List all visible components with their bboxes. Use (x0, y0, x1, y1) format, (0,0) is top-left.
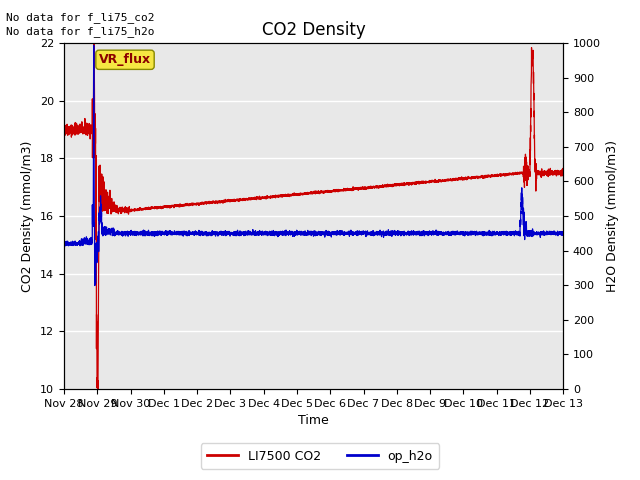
op_h2o (360, 230, 367, 236)
LI7500 CO2 (433, 180, 440, 185)
op_h2o (60, 241, 68, 247)
LI7500 CO2 (90, 40, 98, 46)
op_h2o (91, 283, 99, 288)
Title: CO2 Density: CO2 Density (262, 21, 365, 39)
op_h2o (471, 229, 479, 235)
Legend: LI7500 CO2, op_h2o: LI7500 CO2, op_h2o (201, 444, 439, 469)
LI7500 CO2 (360, 186, 367, 192)
LI7500 CO2 (94, 386, 102, 392)
LI7500 CO2 (559, 171, 567, 177)
op_h2o (385, 231, 393, 237)
op_h2o (559, 230, 567, 236)
LI7500 CO2 (471, 174, 479, 180)
X-axis label: Time: Time (298, 414, 329, 427)
Y-axis label: H2O Density (mmol/m3): H2O Density (mmol/m3) (607, 140, 620, 292)
LI7500 CO2 (251, 195, 259, 201)
LI7500 CO2 (60, 125, 68, 131)
op_h2o (90, 43, 97, 48)
LI7500 CO2 (385, 182, 393, 188)
op_h2o (433, 230, 440, 236)
Line: LI7500 CO2: LI7500 CO2 (64, 43, 563, 389)
LI7500 CO2 (151, 205, 159, 211)
Line: op_h2o: op_h2o (64, 46, 563, 286)
Text: No data for f_li75_co2: No data for f_li75_co2 (6, 12, 155, 23)
Y-axis label: CO2 Density (mmol/m3): CO2 Density (mmol/m3) (22, 140, 35, 292)
Text: VR_flux: VR_flux (99, 53, 151, 66)
Text: No data for f_li75_h2o: No data for f_li75_h2o (6, 26, 155, 37)
op_h2o (151, 230, 159, 236)
op_h2o (251, 231, 259, 237)
